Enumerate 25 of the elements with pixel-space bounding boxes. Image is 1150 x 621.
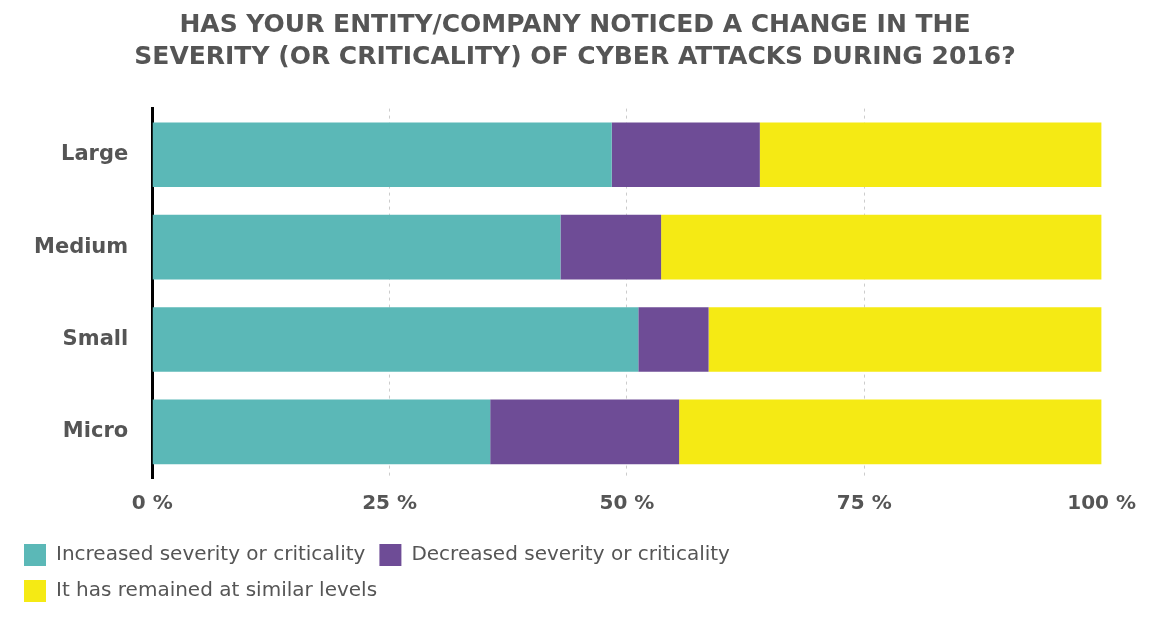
y-tick-label: Medium — [34, 233, 129, 258]
legend-label: Decreased severity or criticality — [411, 541, 731, 566]
y-tick-label: Small — [62, 325, 129, 350]
x-tick-label: 25 % — [362, 490, 417, 515]
chart-title: HAS YOUR ENTITY/COMPANY NOTICED A CHANGE IN THE SEVERITY (OR CRITICALITY) OF CYBER ATTACKS DURING 2016? — [133, 8, 1017, 72]
bar — [152, 307, 639, 372]
bar — [679, 399, 1102, 465]
bar — [560, 214, 662, 280]
bar — [152, 214, 561, 280]
bar — [661, 214, 1102, 280]
bar — [708, 307, 1102, 372]
x-tick-label: 100 % — [1067, 490, 1136, 515]
x-tick-label: 0 % — [131, 490, 173, 515]
bar — [611, 122, 760, 188]
bar — [490, 399, 680, 465]
bar — [759, 122, 1102, 188]
legend-label: It has remained at similar levels — [56, 577, 378, 602]
bar — [638, 307, 709, 372]
y-tick-label: Large — [61, 141, 129, 166]
bar — [152, 122, 612, 188]
x-tick-label: 50 % — [599, 490, 655, 515]
x-tick-label: 75 % — [836, 490, 892, 515]
legend-label: Increased severity or criticality — [56, 541, 366, 566]
y-tick-label: Micro — [62, 418, 129, 443]
bar — [152, 399, 491, 465]
